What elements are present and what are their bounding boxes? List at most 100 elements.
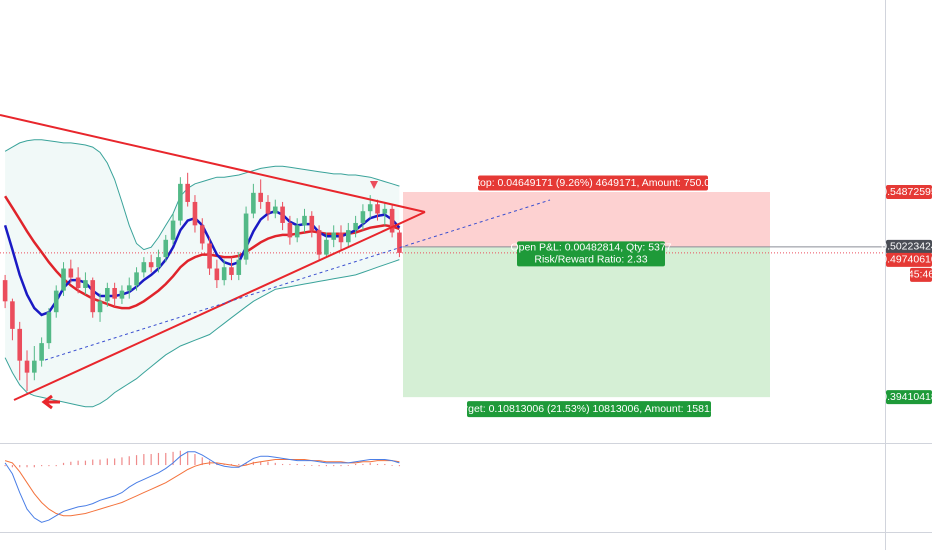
- candle-body: [185, 183, 190, 202]
- candle-body: [338, 232, 344, 243]
- histogram-bar: [106, 458, 108, 466]
- band-fill: [5, 139, 400, 407]
- macd-line: [4, 451, 400, 523]
- pnl-label-text: Open P&L: 0.00482814, Qty: 5377: [510, 242, 671, 254]
- target-label: Target: 0.10813006 (21.53%) 10813006, Am…: [454, 401, 725, 418]
- candle-body: [309, 215, 315, 231]
- candle-body: [163, 239, 169, 258]
- current-price-text: 0.49740610: [881, 254, 932, 266]
- countdown-text: 45:46: [908, 269, 932, 281]
- candle-body: [170, 220, 176, 240]
- histogram-bar: [245, 462, 247, 466]
- histogram-bar: [398, 465, 401, 467]
- histogram-bar: [355, 463, 357, 466]
- trend-line: [0, 114, 426, 213]
- candle-body: [134, 272, 139, 286]
- candle-body: [265, 201, 271, 214]
- candle-body: [156, 257, 161, 268]
- histogram-bar: [289, 463, 291, 466]
- candle-body: [375, 204, 380, 214]
- bollinger-bands: [4, 139, 400, 408]
- candle-body: [360, 211, 366, 223]
- stop-label-bg: [478, 175, 708, 191]
- histogram-bar: [303, 465, 306, 466]
- candle-body: [192, 201, 198, 226]
- current-price-bg: [886, 252, 932, 267]
- candle-body: [24, 360, 30, 373]
- histogram-bar: [157, 452, 160, 466]
- candle-body: [258, 192, 263, 202]
- candle-body: [61, 268, 66, 291]
- histogram-bar: [92, 459, 94, 466]
- target-price-text: 0.39410418: [881, 391, 932, 403]
- trend-line: [13, 211, 426, 401]
- candle-body: [294, 225, 300, 238]
- histogram-bar: [260, 461, 262, 466]
- candle-body: [280, 206, 285, 223]
- stop-price-text: 0.54872595: [881, 186, 932, 198]
- band-line: [4, 259, 400, 408]
- histogram-bar: [384, 463, 386, 466]
- target-zone: [403, 246, 770, 398]
- histogram-bar: [369, 462, 371, 466]
- histogram-bar: [325, 465, 327, 467]
- candle-body: [229, 267, 234, 275]
- histogram-bar: [340, 465, 342, 467]
- histogram-bar: [26, 465, 28, 468]
- entry-price-text: 0.50223424: [881, 241, 932, 253]
- histogram-bar: [114, 458, 116, 466]
- candle-body: [316, 230, 322, 255]
- candle-body: [287, 222, 293, 238]
- candle-body: [243, 213, 249, 260]
- histogram-bar: [281, 463, 284, 466]
- candle-body: [141, 262, 147, 273]
- down-marker: [370, 181, 378, 189]
- histogram-bar: [121, 457, 123, 466]
- histogram-bar: [194, 454, 196, 466]
- entry-price-bg: [886, 239, 932, 254]
- histogram-bar: [143, 454, 145, 466]
- histogram-bar: [274, 462, 276, 466]
- stop-price-bg: [886, 185, 932, 200]
- histogram-bar: [347, 465, 349, 466]
- histogram-bar: [70, 461, 72, 466]
- position-zones: [0, 192, 885, 398]
- candle-body: [251, 192, 256, 214]
- stop-label-text: Stop: 0.04649171 (9.26%) 4649171, Amount…: [470, 177, 716, 189]
- candle-body: [324, 239, 329, 255]
- candle-body: [119, 290, 125, 299]
- target-label-bg: [467, 401, 711, 418]
- histogram-bar: [201, 457, 203, 466]
- macd-pane: [4, 450, 401, 523]
- candle-body: [331, 232, 337, 240]
- entry-price: 0.50223424: [881, 239, 932, 254]
- histogram-bar: [238, 463, 240, 466]
- candle-body: [346, 230, 351, 243]
- histogram-bar: [48, 465, 50, 467]
- candle-body: [105, 287, 110, 302]
- target-price-bg: [886, 390, 932, 405]
- pnl-label: Open P&L: 0.00482814, Qty: 5377Risk/Rewa…: [510, 241, 672, 267]
- candle-body: [97, 301, 103, 313]
- histogram-bar: [33, 465, 35, 468]
- histogram-bar: [172, 451, 174, 466]
- dashed-line: [44, 199, 551, 361]
- histogram-bar: [267, 461, 269, 466]
- histogram-bar: [135, 455, 138, 466]
- candle-body: [397, 232, 402, 253]
- histogram-bar: [230, 463, 233, 466]
- candle-body: [207, 243, 212, 269]
- stop-price: 0.54872595: [881, 185, 932, 200]
- histogram-bar: [84, 460, 87, 466]
- arrow-marker: [41, 394, 60, 410]
- histogram-bar: [376, 463, 379, 466]
- candle-body: [126, 285, 132, 291]
- candle-body: [112, 287, 117, 299]
- histogram-bar: [77, 460, 79, 466]
- histogram-bar: [19, 465, 21, 468]
- histogram-bar: [41, 465, 43, 467]
- candle-body: [10, 301, 15, 329]
- candle-body: [389, 208, 395, 233]
